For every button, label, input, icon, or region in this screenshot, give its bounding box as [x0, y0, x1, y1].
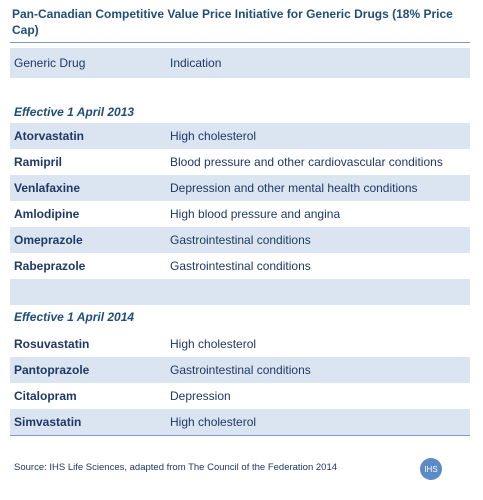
table-row: Ramipril Blood pressure and other cardiov…: [10, 149, 470, 175]
spacer-row: [10, 279, 470, 305]
column-header: Generic Drug: [14, 56, 86, 70]
title-rule: [10, 42, 470, 43]
drug-name: Citalopram: [14, 389, 77, 403]
drug-name: Amlodipine: [14, 207, 80, 221]
drug-name: Rosuvastatin: [14, 337, 90, 351]
section-heading-row: Effective 1 April 2014: [10, 305, 470, 328]
title: Pan-Canadian Competitive Value Price Ini…: [12, 7, 453, 37]
indication: High cholesterol: [170, 129, 257, 143]
section-heading: Effective 1 April 2013: [14, 104, 135, 119]
drug-name: Ramipril: [14, 155, 63, 169]
table-row: Venlafaxine Depression and other mental h…: [10, 175, 470, 201]
bottom-rule: [10, 435, 470, 436]
section-heading-row: Effective 1 April 2013: [10, 100, 470, 123]
logo: IHS: [420, 458, 442, 480]
indication: High blood pressure and angina: [170, 207, 341, 221]
indication: Blood pressure and other cardiovascular …: [170, 155, 443, 169]
table-row: Atorvastatin High cholesterol: [10, 123, 470, 149]
indication: Depression and other mental health condi…: [170, 181, 418, 195]
drug-name: Rabeprazole: [14, 259, 86, 273]
column-header: Indication: [170, 56, 222, 70]
section-heading: Effective 1 April 2014: [14, 309, 135, 324]
drug-name: Simvastatin: [14, 415, 82, 429]
header-row: Generic Drug Indication: [10, 48, 470, 78]
indication: High cholesterol: [170, 415, 257, 429]
table-row: Pantoprazole Gastrointestinal conditions: [10, 357, 470, 383]
table-row: Omeprazole Gastrointestinal conditions: [10, 227, 470, 253]
indication: Depression: [170, 389, 231, 403]
table-row: Rabeprazole Gastrointestinal conditions: [10, 253, 470, 279]
source-note: Source: IHS Life Sciences, adapted from …: [14, 462, 338, 473]
drug-name: Omeprazole: [14, 233, 83, 247]
indication: Gastrointestinal conditions: [170, 233, 311, 247]
drug-name: Venlafaxine: [14, 181, 81, 195]
table-row: Amlodipine High blood pressure and angina: [10, 201, 470, 227]
drug-name: Atorvastatin: [14, 129, 85, 143]
table-row: Simvastatin High cholesterol: [10, 409, 470, 435]
indication: Gastrointestinal conditions: [170, 363, 311, 377]
table-row: Citalopram Depression: [10, 383, 470, 409]
indication: High cholesterol: [170, 337, 257, 351]
drug-name: Pantoprazole: [14, 363, 90, 377]
table-row: Rosuvastatin High cholesterol: [10, 331, 470, 357]
indication: Gastrointestinal conditions: [170, 259, 311, 273]
